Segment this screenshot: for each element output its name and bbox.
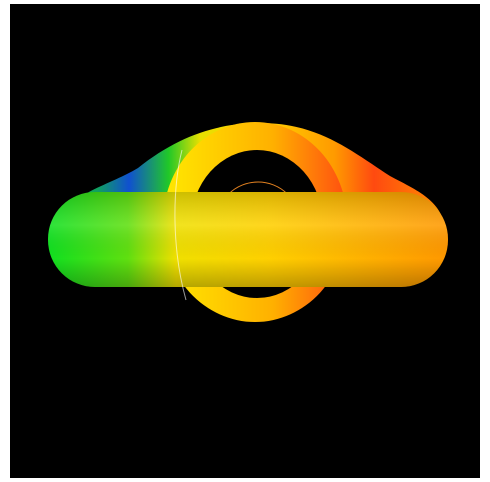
front-disk-shading: [48, 192, 448, 287]
highlight-line: [174, 149, 187, 301]
